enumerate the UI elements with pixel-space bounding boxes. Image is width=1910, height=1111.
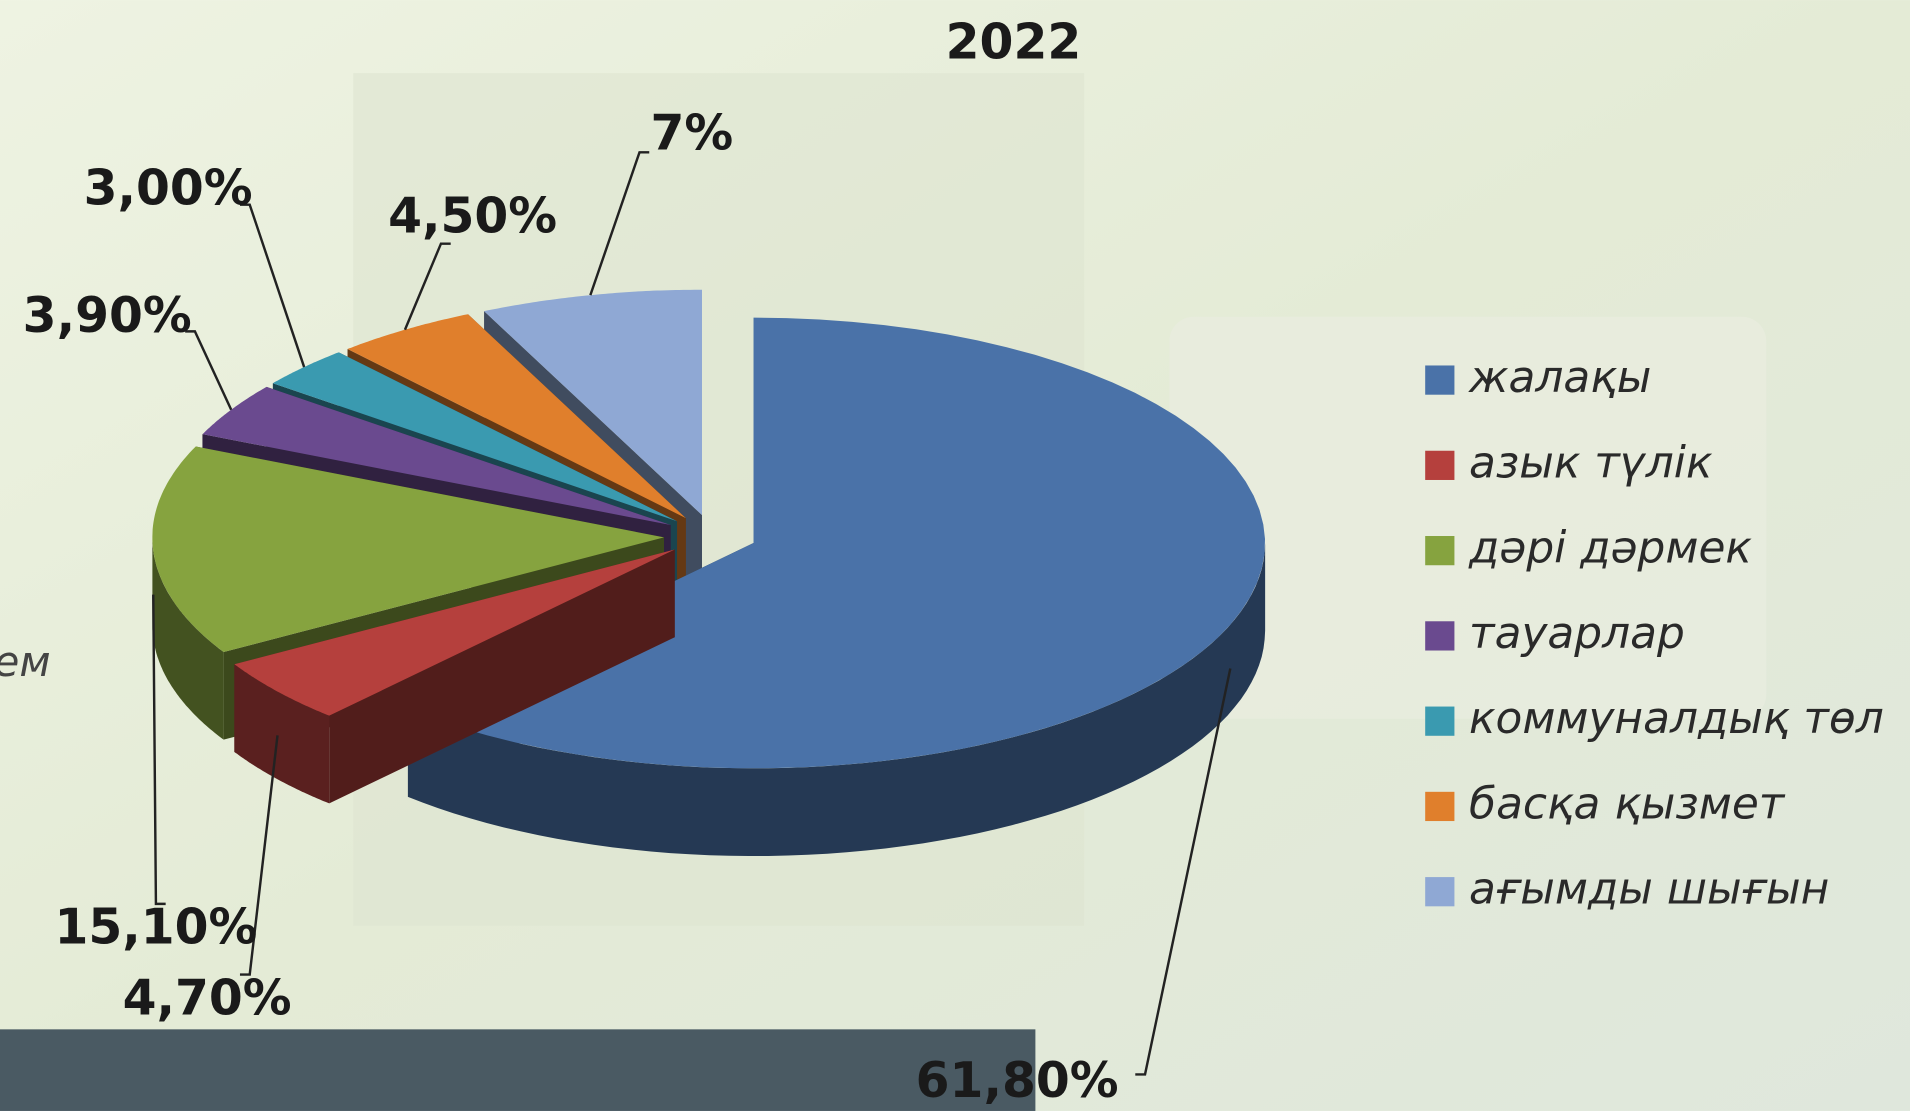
slice [484, 289, 702, 516]
legend-label: тауарлар [1469, 608, 1685, 659]
leader-line [1135, 668, 1232, 1076]
slice [234, 549, 675, 716]
leader-line [185, 330, 233, 411]
leader-line [239, 735, 279, 976]
legend-swatch [1425, 450, 1455, 480]
labels: 61,80% 4,70% 15,10% 3,90% 3,00% 4,50% 7% [23, 105, 1232, 1109]
legend-label: ағымды шығын [1469, 864, 1829, 915]
data-label: 3,90% [23, 288, 192, 344]
data-label: 3,00% [84, 160, 253, 216]
chart-title: 2022 [946, 15, 1082, 71]
slice-side [152, 537, 224, 740]
leader-line [239, 203, 306, 368]
data-label: 4,70% [123, 970, 292, 1026]
slice [347, 314, 686, 519]
legend-label: жалақы [1468, 352, 1651, 403]
slice [202, 386, 671, 526]
data-label: 61,80% [916, 1053, 1119, 1109]
footer-band [0, 1029, 1036, 1111]
data-label: 15,10% [54, 900, 257, 956]
slice [152, 446, 664, 652]
legend-swatch [1425, 365, 1455, 395]
legend-label: коммуналдық төл [1469, 693, 1884, 744]
leader-line [403, 242, 451, 331]
data-label: 7% [651, 105, 734, 161]
legend: жалақы азык түлік дәрі дәрмек тауарлар комму… [1425, 352, 1884, 915]
legend-swatch [1425, 877, 1455, 907]
slice [272, 352, 678, 522]
pie [152, 289, 1266, 857]
legend-swatch [1425, 706, 1455, 736]
legend-label: азык түлік [1469, 437, 1713, 488]
leader-line [589, 151, 650, 296]
legend-swatch [1425, 791, 1455, 822]
legend-swatch [1425, 536, 1455, 566]
data-label: 4,50% [388, 188, 557, 244]
slice-side [407, 542, 1266, 857]
legend-label: дәрі дәрмек [1468, 523, 1752, 574]
legend-label: басқа қызмет [1469, 778, 1786, 829]
leader-line [152, 594, 166, 906]
background-text: ем [0, 638, 51, 686]
legend-swatch [1425, 621, 1455, 651]
background-shape [1169, 316, 1767, 719]
slice-side [234, 664, 330, 804]
